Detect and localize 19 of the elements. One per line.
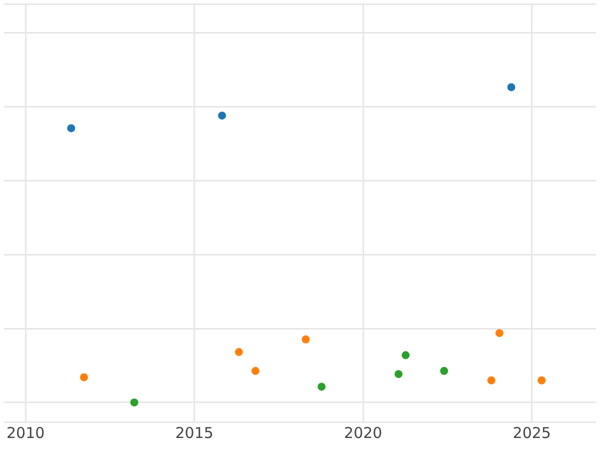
x-tick-label: 2010 (6, 424, 45, 442)
point (251, 366, 260, 375)
point (130, 398, 138, 406)
point (402, 351, 410, 360)
x-tick-label: 2020 (344, 424, 382, 442)
point (302, 335, 310, 344)
point (487, 376, 496, 384)
point (67, 124, 76, 132)
point (318, 382, 326, 391)
point (234, 348, 243, 356)
point (394, 370, 403, 378)
point (495, 329, 504, 338)
point (80, 373, 88, 382)
x-tick-label: 2025 (512, 424, 551, 442)
point (538, 376, 546, 384)
point (507, 83, 516, 92)
point (440, 366, 448, 375)
point (218, 112, 226, 120)
x-tick-label: 2015 (175, 424, 214, 442)
